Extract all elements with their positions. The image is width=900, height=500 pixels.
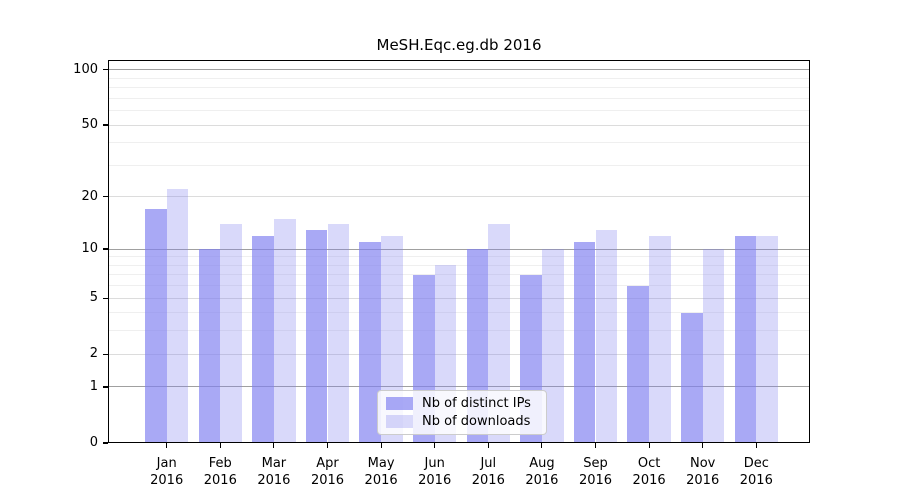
- bar-downloads-jan: [166, 189, 189, 443]
- bar-downloads-mar: [273, 218, 296, 443]
- y-tick-label-10: 10: [81, 241, 98, 257]
- chart-title: MeSH.Eqc.eg.db 2016: [376, 36, 542, 54]
- gridline-1: [108, 386, 810, 388]
- plot-area: [108, 60, 810, 443]
- gridline-3: [108, 330, 810, 332]
- y-tick-label-50: 50: [81, 117, 98, 133]
- x-tick-label-nov: Nov 2016: [686, 456, 720, 488]
- y-tick-5: [103, 297, 108, 299]
- y-tick-50: [103, 124, 108, 126]
- bar-downloads-jul: [488, 224, 510, 443]
- y-tick-100: [103, 69, 108, 71]
- legend-item-distinct-ips: Nb of distinct IPs: [386, 396, 546, 411]
- bar-distinct-ips-sep: [573, 242, 596, 443]
- x-tick-label-aug: Aug 2016: [525, 456, 559, 488]
- bar-downloads-sep: [595, 229, 618, 443]
- legend: Nb of distinct IPs Nb of downloads: [377, 390, 547, 435]
- gridline-70: [108, 97, 810, 99]
- gridline-30: [108, 164, 810, 166]
- bar-downloads-aug: [541, 249, 564, 443]
- x-tick-label-jun: Jun 2016: [418, 456, 452, 488]
- bar-distinct-ips-apr: [305, 229, 328, 443]
- y-tick-20: [103, 196, 108, 198]
- y-tick-label-2: 2: [89, 346, 98, 362]
- legend-swatch-downloads: [386, 415, 413, 428]
- gridline-2: [108, 353, 810, 355]
- x-tick-dec: [755, 443, 757, 448]
- bar-downloads-nov: [702, 249, 725, 443]
- gridline-6: [108, 285, 810, 287]
- bar-distinct-ips-nov: [681, 312, 703, 443]
- x-tick-jan: [166, 443, 168, 448]
- bar-downloads-oct: [649, 235, 671, 443]
- x-tick-aug: [541, 443, 543, 448]
- x-tick-mar: [273, 443, 275, 448]
- x-tick-may: [380, 443, 382, 448]
- gridline-90: [108, 77, 810, 79]
- gridline-50: [108, 124, 810, 126]
- gridline-7: [108, 274, 810, 276]
- y-tick-0: [103, 442, 108, 444]
- x-tick-feb: [219, 443, 221, 448]
- x-tick-label-apr: Apr 2016: [310, 456, 345, 488]
- bar-downloads-dec: [756, 235, 778, 443]
- y-tick-label-1: 1: [89, 378, 98, 394]
- bar-distinct-ips-oct: [627, 285, 650, 443]
- bar-distinct-ips-may: [359, 242, 382, 443]
- x-tick-label-jul: Jul 2016: [471, 456, 505, 488]
- legend-label-distinct-ips: Nb of distinct IPs: [422, 396, 531, 411]
- x-tick-label-dec: Dec 2016: [739, 456, 773, 488]
- gridline-80: [108, 87, 810, 89]
- legend-swatch-distinct-ips: [386, 397, 413, 410]
- gridline-8: [108, 264, 810, 266]
- legend-item-downloads: Nb of downloads: [386, 414, 546, 429]
- x-tick-label-feb: Feb 2016: [203, 456, 237, 488]
- y-tick-label-20: 20: [81, 188, 98, 204]
- x-tick-oct: [648, 443, 650, 448]
- x-tick-label-oct: Oct 2016: [632, 456, 666, 488]
- gridline-4: [108, 312, 810, 314]
- y-tick-10: [103, 248, 108, 250]
- bar-distinct-ips-jan: [145, 209, 167, 443]
- bar-distinct-ips-dec: [734, 235, 757, 443]
- y-tick-label-0: 0: [89, 435, 98, 450]
- legend-label-downloads: Nb of downloads: [422, 414, 531, 429]
- y-tick-1: [103, 386, 108, 388]
- bar-downloads-feb: [220, 224, 242, 443]
- gridline-100: [108, 69, 810, 71]
- x-tick-apr: [326, 443, 329, 448]
- x-tick-jun: [434, 443, 436, 448]
- x-tick-nov: [702, 443, 704, 448]
- x-tick-label-may: May 2016: [364, 456, 398, 488]
- y-tick-label-5: 5: [89, 290, 98, 306]
- x-tick-label-sep: Sep 2016: [578, 456, 613, 488]
- gridline-40: [108, 142, 810, 144]
- bar-distinct-ips-feb: [198, 249, 221, 443]
- gridline-9: [108, 256, 810, 258]
- gridline-10: [108, 248, 810, 250]
- gridline-20: [108, 196, 810, 198]
- y-tick-label-100: 100: [73, 61, 98, 77]
- bar-downloads-apr: [327, 224, 350, 443]
- y-tick-2: [103, 353, 108, 355]
- bar-distinct-ips-mar: [252, 235, 274, 443]
- x-tick-label-mar: Mar 2016: [257, 456, 291, 488]
- x-tick-jul: [487, 443, 489, 448]
- gridline-5: [108, 297, 810, 299]
- gridline-60: [108, 110, 810, 112]
- x-tick-label-jan: Jan 2016: [150, 456, 184, 488]
- x-tick-sep: [594, 443, 597, 448]
